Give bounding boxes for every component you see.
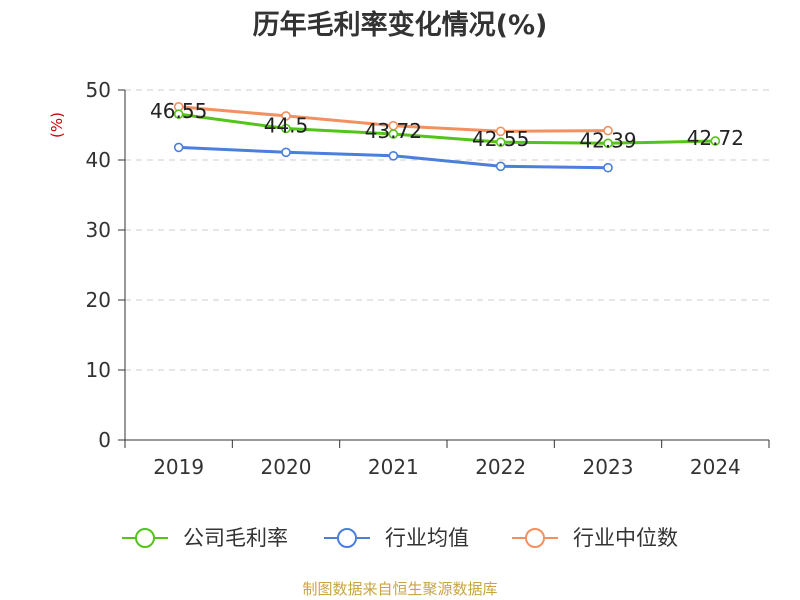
grid — [125, 89, 769, 371]
y-tick-label: 0 — [98, 428, 111, 452]
legend-item-1[interactable]: 行业均值 — [324, 526, 469, 550]
data-point — [495, 126, 506, 137]
y-tick-label: 40 — [86, 148, 111, 172]
x-tick-label: 2024 — [690, 455, 741, 479]
data-point — [388, 151, 399, 161]
x-tick-label: 2019 — [153, 455, 204, 479]
legend-marker — [525, 528, 545, 548]
data-labels: 46.55 44.5 43.72 42.55 42.39 42.72 — [150, 99, 744, 152]
data-point — [603, 162, 613, 173]
data-point — [495, 161, 506, 172]
data-label: 42.39 — [579, 128, 636, 152]
x-tick-label: 2023 — [583, 455, 634, 479]
legend: 公司毛利率 行业均值 行业中位数 — [122, 526, 678, 550]
data-point — [281, 123, 291, 134]
legend-label: 行业中位数 — [573, 526, 678, 550]
series-line-0 — [178, 112, 716, 145]
legend-marker — [337, 528, 357, 548]
legend-marker — [135, 528, 155, 548]
legend-item-0[interactable]: 公司毛利率 — [122, 526, 288, 550]
legend-label: 公司毛利率 — [183, 526, 288, 550]
data-point — [281, 147, 291, 158]
data-point — [388, 129, 399, 139]
axes: 0 10 20 30 40 50 2019 2020 2021 2022 2023 2024 — [86, 78, 770, 479]
data-label: 42.55 — [472, 127, 529, 151]
data-label: 43.72 — [365, 119, 422, 143]
data-point — [173, 142, 184, 153]
series-layer — [173, 102, 721, 173]
data-label: 42.72 — [687, 126, 744, 150]
legend-label: 行业均值 — [385, 526, 469, 550]
chart-title: 历年毛利率变化情况(%) — [252, 10, 548, 41]
data-point — [603, 125, 613, 136]
y-tick-label: 50 — [86, 78, 111, 102]
source-note: 制图数据来自恒生聚源数据库 — [302, 580, 498, 598]
data-label: 44.5 — [264, 114, 309, 138]
x-tick-label: 2021 — [368, 455, 419, 479]
x-tick-label: 2022 — [475, 455, 526, 479]
y-tick-label: 10 — [86, 358, 111, 382]
data-point — [603, 138, 613, 149]
data-point — [495, 137, 506, 147]
y-tick-label: 20 — [86, 288, 111, 312]
data-label: 46.55 — [150, 99, 207, 123]
data-point — [710, 136, 721, 146]
y-axis-label: (%) — [48, 112, 66, 138]
data-point — [173, 109, 184, 119]
x-tick-label: 2020 — [261, 455, 312, 479]
y-tick-label: 30 — [86, 218, 111, 242]
data-point — [281, 111, 291, 121]
legend-item-2[interactable]: 行业中位数 — [512, 526, 678, 550]
